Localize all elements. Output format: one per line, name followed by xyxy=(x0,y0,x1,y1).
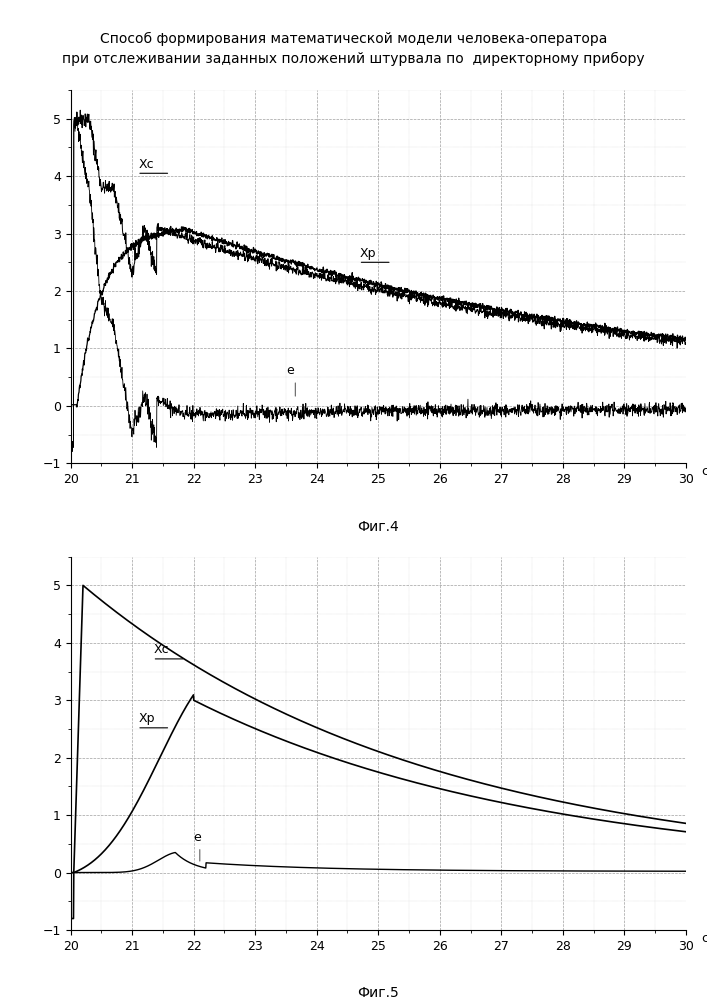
Text: с: с xyxy=(701,932,707,945)
Text: Хс: Хс xyxy=(139,158,154,171)
Text: Способ формирования математической модели человека-оператора: Способ формирования математической модел… xyxy=(100,32,607,46)
Text: Хр: Хр xyxy=(360,247,376,260)
Text: Хс: Хс xyxy=(153,643,170,656)
Text: Фиг.4: Фиг.4 xyxy=(357,520,399,534)
Text: с: с xyxy=(701,465,707,478)
Text: e: e xyxy=(194,831,201,844)
Text: e: e xyxy=(286,364,293,377)
Text: при отслеживании заданных положений штурвала по  директорному прибору: при отслеживании заданных положений штур… xyxy=(62,52,645,66)
Text: Хр: Хр xyxy=(139,712,155,725)
Text: Фиг.5: Фиг.5 xyxy=(357,986,399,1000)
